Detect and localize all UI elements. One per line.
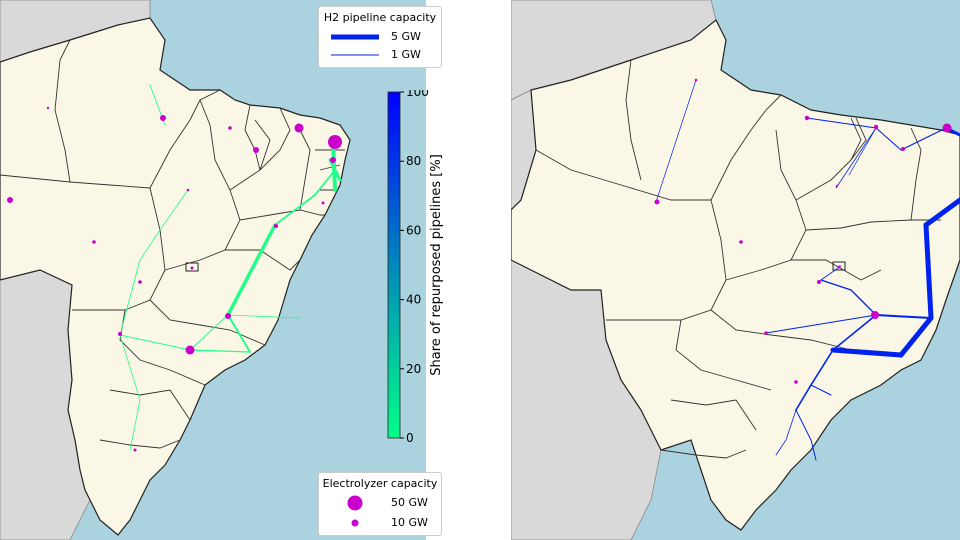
- electrolyzer-capacity-legend: Electrolyzer capacity 50 GW 10 GW: [318, 472, 442, 536]
- pipeline-capacity-legend: H2 pipeline capacity 5 GW 1 GW: [318, 6, 442, 68]
- electrolyzer-legend-label-50gw: 50 GW: [391, 496, 428, 509]
- electrolyzers: [7, 106, 342, 452]
- colorbar-tick-label: 100: [406, 90, 429, 99]
- pipeline-legend-label-1gw: 1 GW: [391, 48, 421, 61]
- colorbar-ticks: 100 80 60 40 20 0: [400, 85, 429, 445]
- pipeline-legend-title: H2 pipeline capacity: [323, 11, 437, 24]
- colorbar-label: Share of repurposed pipelines [%]: [429, 154, 444, 376]
- pipeline-legend-label-5gw: 5 GW: [391, 30, 421, 43]
- pipeline-legend-row-5gw: 5 GW: [319, 29, 441, 45]
- electrolyzer-legend-row-50gw: 50 GW: [319, 493, 441, 513]
- electrolyzers: [654, 78, 952, 384]
- federal-district: [185, 262, 199, 272]
- colorbar: 100 80 60 40 20 0 Share of repurposed pipelin…: [378, 85, 448, 450]
- colorbar-tick-label: 80: [406, 154, 421, 168]
- colorbar-tick-label: 0: [406, 431, 414, 445]
- electrolyzer-large-dot-icon: [347, 495, 363, 511]
- pipeline-legend-row-1gw: 1 GW: [319, 47, 441, 63]
- brazil-land: [511, 19, 960, 531]
- electrolyzer-legend-title: Electrolyzer capacity: [322, 477, 438, 490]
- colorbar-graphic: 100 80 60 40 20 0 Share of repurposed pipelin…: [387, 85, 444, 445]
- colorbar-tick-label: 20: [406, 362, 421, 376]
- pipeline-thick-line-icon: [331, 34, 379, 40]
- colorbar-tick-label: 60: [406, 223, 421, 237]
- colorbar-gradient: [387, 91, 401, 439]
- state-borders: [0, 39, 345, 449]
- pipelines-new: [655, 79, 960, 461]
- state-borders: [535, 59, 941, 459]
- colorbar-tick-label: 40: [406, 293, 421, 307]
- electrolyzer-small-dot-icon: [351, 519, 359, 527]
- federal-district: [832, 261, 846, 271]
- pipeline-thin-line-icon: [331, 54, 379, 56]
- brazil-land: [0, 17, 351, 536]
- right-map: [511, 0, 960, 540]
- left-map: [0, 0, 426, 540]
- electrolyzer-legend-row-10gw: 10 GW: [319, 515, 441, 531]
- electrolyzer-legend-label-10gw: 10 GW: [391, 516, 428, 529]
